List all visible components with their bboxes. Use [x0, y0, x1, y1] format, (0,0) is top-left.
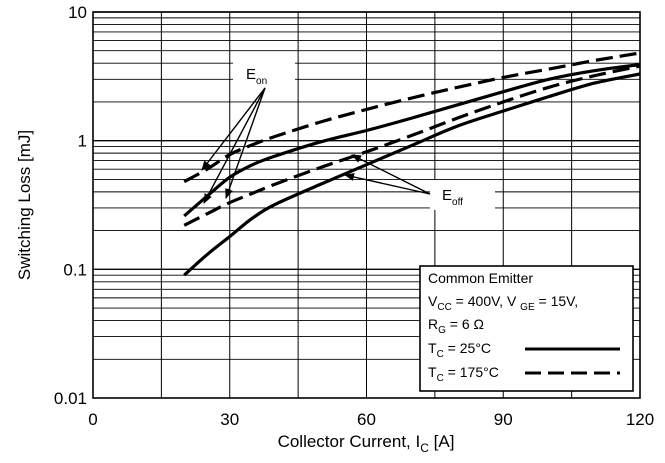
y-tick-labels: 10 1 0.1 0.01	[54, 3, 87, 408]
legend-title: Common Emitter	[428, 270, 533, 286]
eoff-label-bg	[430, 180, 495, 210]
eon-label: Eon	[246, 66, 267, 87]
x-tick-label: 30	[220, 410, 239, 429]
legend-vcc-vge: VCC = 400V, V GE = 15V,	[428, 293, 578, 313]
x-tick-label: 90	[494, 410, 513, 429]
series-line-0	[183, 63, 641, 218]
plot-frame	[92, 11, 641, 399]
eoff-arrow-1	[351, 154, 431, 195]
legend-entry-175c: TC = 175°C	[428, 364, 499, 384]
x-tick-label: 0	[88, 410, 97, 429]
legend: Common Emitter VCC = 400V, V GE = 15V, R…	[419, 265, 634, 392]
eon-label-bg	[233, 57, 295, 87]
x-tick-label: 120	[626, 410, 654, 429]
y-tick-label: 1	[78, 132, 87, 151]
eoff-annotation: Eoff	[344, 154, 495, 210]
eon-arrow-2	[203, 87, 266, 204]
eoff-arrow-2	[344, 173, 431, 195]
eon-annotation: Eon	[201, 57, 295, 204]
eon-arrow-3	[225, 87, 266, 199]
series-line-3	[183, 64, 641, 227]
x-axis-title: Collector Current, IC [A]	[278, 432, 455, 455]
eoff-label: Eoff	[442, 187, 463, 208]
legend-entry-25c: TC = 25°C	[428, 340, 491, 360]
series-line-2	[183, 72, 641, 277]
legend-rg: RG = 6 Ω	[428, 316, 484, 336]
y-tick-label: 10	[68, 3, 87, 22]
x-tick-label: 60	[357, 410, 376, 429]
x-tick-labels: 0 30 60 90 120	[88, 410, 654, 429]
eon-arrow-1	[201, 87, 266, 171]
legend-box	[419, 265, 634, 392]
y-tick-label: 0.1	[63, 260, 87, 279]
y-axis-title: Switching Loss [mJ]	[15, 130, 34, 280]
y-tick-label: 0.01	[54, 389, 87, 408]
